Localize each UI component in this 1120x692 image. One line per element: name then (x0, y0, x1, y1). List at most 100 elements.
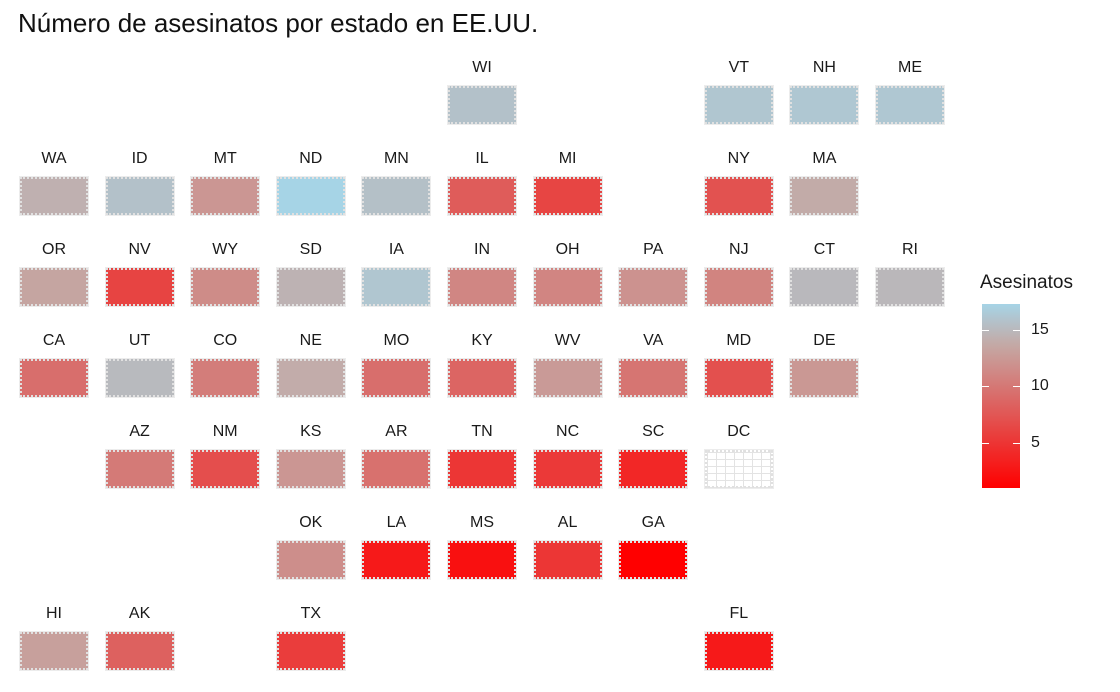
legend-tick-mark (1013, 329, 1020, 331)
state-tile-ne (275, 358, 346, 398)
state-tile-ms (447, 540, 517, 580)
state-label-nc: NC (556, 423, 580, 440)
state-label-ri: RI (902, 241, 918, 258)
state-tile-ut (104, 358, 175, 398)
state-label-wi: WI (472, 59, 492, 76)
state-label-pa: PA (643, 241, 664, 258)
state-tile-vt (703, 85, 774, 125)
state-label-ny: NY (727, 150, 750, 167)
state-tile-al (532, 540, 603, 580)
state-label-mn: MN (383, 150, 409, 167)
state-tile-mo (361, 358, 432, 398)
state-label-ne: NE (299, 332, 322, 349)
tile-map: WI VT NH ME WA ID MT ND MN IL MI NY MA OR NV WY SD IA IN OH… (19, 59, 945, 671)
state-label-ca: CA (42, 332, 66, 349)
state-tile-ar (361, 449, 432, 489)
state-tile-mn (361, 176, 432, 216)
state-tile-oh (532, 267, 603, 307)
state-tile-wv (532, 358, 603, 398)
state-tile-ak (104, 631, 175, 671)
state-label-mi: MI (558, 150, 577, 167)
color-legend: Asesinatos 5 10 15 (980, 272, 1120, 502)
state-tile-tx (275, 631, 346, 671)
state-tile-in (447, 267, 517, 307)
state-label-wa: WA (41, 150, 67, 167)
state-tile-hi (19, 631, 89, 671)
state-label-vt: VT (728, 59, 750, 76)
state-label-sc: SC (642, 423, 665, 440)
state-tile-ia (361, 267, 432, 307)
state-tile-fl (703, 631, 774, 671)
state-tile-co (190, 358, 261, 398)
state-label-va: VA (643, 332, 664, 349)
state-tile-or (19, 267, 89, 307)
state-label-dc: DC (727, 423, 751, 440)
state-label-nj: NJ (729, 241, 749, 258)
state-tile-sc (618, 449, 689, 489)
state-label-or: OR (42, 241, 66, 258)
state-tile-ma (789, 176, 860, 216)
state-tile-ok (275, 540, 346, 580)
state-tile-nm (190, 449, 261, 489)
state-tile-md (703, 358, 774, 398)
state-tile-az (104, 449, 175, 489)
legend-colorbar (982, 304, 1020, 488)
state-tile-me (875, 85, 945, 125)
legend-tick-label: 5 (1031, 433, 1040, 451)
state-label-la: LA (386, 514, 407, 531)
state-label-tx: TX (300, 605, 322, 622)
state-label-nd: ND (299, 150, 323, 167)
state-tile-ri (875, 267, 945, 307)
state-tile-mt (190, 176, 261, 216)
state-label-fl: FL (729, 605, 749, 622)
state-label-al: AL (557, 514, 578, 531)
legend-tick-mark (982, 386, 989, 388)
legend-title: Asesinatos (980, 272, 1073, 293)
state-label-in: IN (474, 241, 490, 258)
state-label-nm: NM (212, 423, 238, 440)
state-label-az: AZ (129, 423, 150, 440)
state-tile-la (361, 540, 432, 580)
state-tile-ga (618, 540, 689, 580)
state-tile-nc (532, 449, 603, 489)
state-tile-nd (275, 176, 346, 216)
state-tile-wy (190, 267, 261, 307)
state-label-ok: OK (299, 514, 323, 531)
state-tile-pa (618, 267, 689, 307)
state-label-il: IL (475, 150, 489, 167)
state-tile-ks (275, 449, 346, 489)
legend-tick-mark (1013, 442, 1020, 444)
state-tile-ky (447, 358, 517, 398)
state-tile-va (618, 358, 689, 398)
state-tile-id (104, 176, 175, 216)
state-tile-nj (703, 267, 774, 307)
legend-tick-mark (982, 329, 989, 331)
state-label-ga: GA (641, 514, 665, 531)
state-tile-sd (275, 267, 346, 307)
chart-title: Número de asesinatos por estado en EE.UU… (18, 8, 539, 38)
state-label-co: CO (213, 332, 238, 349)
state-label-de: DE (813, 332, 836, 349)
state-label-md: MD (726, 332, 752, 349)
state-label-ar: AR (385, 423, 408, 440)
state-label-wv: WV (554, 332, 581, 349)
state-label-ms: MS (470, 514, 494, 531)
legend-tick-label: 10 (1031, 377, 1049, 395)
state-label-hi: HI (46, 605, 62, 622)
state-tile-de (789, 358, 860, 398)
state-tile-il (447, 176, 517, 216)
state-label-mt: MT (213, 150, 237, 167)
state-label-ky: KY (471, 332, 493, 349)
state-label-me: ME (898, 59, 922, 76)
state-label-ct: CT (813, 241, 836, 258)
state-label-sd: SD (299, 241, 322, 258)
state-label-ma: MA (812, 150, 837, 167)
state-tile-dc (703, 449, 774, 489)
state-tile-ct (789, 267, 860, 307)
state-label-ks: KS (300, 423, 322, 440)
state-label-mo: MO (383, 332, 410, 349)
state-tile-tn (447, 449, 517, 489)
state-tile-mi (532, 176, 603, 216)
legend-tick-label: 15 (1031, 320, 1049, 338)
state-label-ia: IA (388, 241, 404, 258)
